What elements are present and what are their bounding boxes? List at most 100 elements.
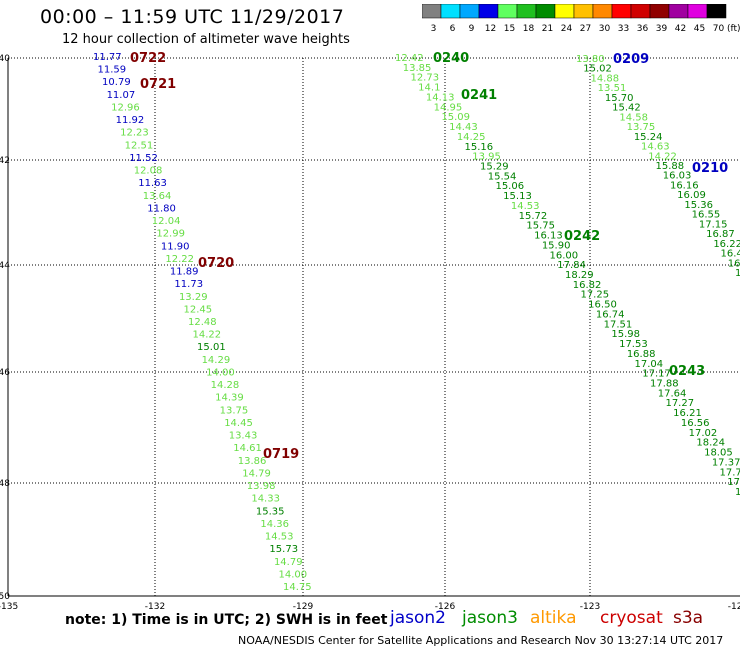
colorbar-swatch-70 [706,4,727,19]
swh-value-east: 16.6 [728,258,740,269]
swh-value-west: 11.59 [98,65,127,76]
swh-value-middle: 16.21 [673,408,702,419]
swh-value-east: 14.88 [590,73,619,84]
pass-label-0720: 0720 [198,256,234,271]
swh-value-west: 13.75 [220,405,249,416]
colorbar-unit: (ft) [727,24,740,34]
swh-value-west: 13.98 [247,481,276,492]
swh-value-middle: 15.75 [526,221,555,232]
swh-value-middle: 12.42 [395,53,424,64]
altimeter-map: 40 42 44 46 48 50-135 -132 -129 -126 -123 -120 11.7… [0,51,740,610]
swh-value-middle: 16.00 [550,250,579,261]
swh-value-middle: 18.29 [565,270,594,281]
swh-value-east: 14.22 [648,151,677,162]
pass-label-0719: 0719 [263,447,299,462]
swh-value-middle: 17.88 [650,379,679,390]
swh-value-middle: 13.95 [472,152,501,163]
swh-value-middle: 15.72 [519,211,548,222]
swh-value-middle: 17.75 [720,467,740,478]
swh-value-west: 14.79 [242,468,271,479]
colorbar-label-12: 12 [485,24,496,34]
swh-value-west: 14.33 [251,494,280,505]
pass-label-0722: 0722 [130,51,166,66]
swh-value-west: 13.43 [229,431,258,442]
swh-value-east: 16.09 [677,190,706,201]
swh-value-west: 11.73 [174,279,203,290]
swh-value-middle: 15.09 [441,112,470,123]
legend-jason3: jason3 [462,608,518,628]
swh-value-west: 11.07 [107,90,136,101]
swh-value-middle: 17.17 [642,369,671,380]
swh-value-middle: 17.25 [580,290,609,301]
swh-value-east: 15.88 [656,161,685,172]
swh-value-east: 15.42 [612,103,641,114]
swh-value-east: 13.80 [576,54,605,65]
swh-value-middle: 13.85 [403,63,432,74]
swh-value-east: 15.24 [634,132,663,143]
lon-label-w129: -129 [293,602,314,610]
legend-cryosat: cryosat [600,608,663,628]
swh-value-east: 16.22 [713,239,740,250]
swh-value-middle: 14.1 [418,83,440,94]
swh-value-east: 16.03 [663,171,692,182]
swh-value-middle: 17.53 [619,339,648,350]
swh-value-middle: 14.43 [449,122,478,133]
swh-value-middle: 16.88 [627,349,656,360]
swh-value-middle: 18.05 [704,448,733,459]
swh-value-west: 12.51 [125,140,154,151]
swh-value-middle: 16.50 [588,300,617,311]
swh-value-west: 11.63 [138,178,167,189]
lon-label-w135: -135 [0,602,18,610]
legend-s3a: s3a [673,608,704,628]
swh-value-west: 12.45 [183,304,212,315]
colorbar-label-42: 42 [675,24,686,34]
swh-value-middle: 12.73 [410,73,439,84]
footnote: note: 1) Time is in UTC; 2) SWH is in fe… [65,612,388,628]
lat-label-44: 44 [0,261,10,271]
swh-value-middle: 15.90 [542,240,571,251]
colorbar-label-39: 39 [656,24,668,34]
swh-value-east: 14.63 [641,142,670,153]
swh-value-west: 14.00 [206,367,235,378]
swh-value-middle: 14.95 [434,102,463,113]
swh-value-middle: 18.24 [696,438,725,449]
swh-value-west: 11.80 [147,203,176,214]
colorbar-label-30: 30 [599,24,611,34]
swh-value-middle: 16.82 [573,280,602,291]
colorbar-label-9: 9 [469,24,475,34]
swh-value-west: 12.08 [134,166,163,177]
swh-value-east: 16.43 [721,249,740,260]
swh-value-west: 13.29 [179,292,208,303]
pass-label-0243: 0243 [669,364,705,379]
swh-value-west: 12.04 [152,216,181,227]
swh-value-west: 12.96 [111,102,140,113]
swh-value-middle: 15.16 [465,142,494,153]
swh-value-middle: 16.74 [596,309,625,320]
colorbar-label-45: 45 [694,24,705,34]
pass-label-0209: 0209 [613,52,649,67]
swh-value-middle: 15.54 [488,171,517,182]
swh-value-west: 11.77 [93,52,122,63]
swh-value-west: 13.86 [238,456,267,467]
swh-value-middle: 17.84 [557,260,586,271]
swh-value-east: 15.70 [605,93,634,104]
lon-label-w126: -126 [435,602,456,610]
chart-subtitle: 12 hour collection of altimeter wave hei… [62,32,350,47]
lat-label-42: 42 [0,156,10,166]
swh-value-west: 14.75 [283,582,312,593]
swh-value-middle: 17.64 [658,388,687,399]
swh-value-west: 12.48 [188,317,217,328]
swh-value-west: 14.36 [260,519,289,530]
swh-value-middle: 17.02 [689,428,718,439]
swh-value-middle: 15.98 [611,329,640,340]
colorbar-label-33: 33 [618,24,629,34]
colorbar-label-18: 18 [523,24,535,34]
swh-value-west: 10.79 [102,77,131,88]
legend-altika: altika [530,608,577,628]
swh-value-west: 15.01 [197,342,226,353]
colorbar-label-6: 6 [450,24,456,34]
wave-height-colorbar: 3 6 9 12 15 18 21 24 27 30 33 36 39 42 45 70 (ft) [422,4,740,34]
swh-value-west: 12.23 [120,128,149,139]
colorbar-label-24: 24 [561,24,573,34]
swh-value-middle: 17.37 [712,457,740,468]
